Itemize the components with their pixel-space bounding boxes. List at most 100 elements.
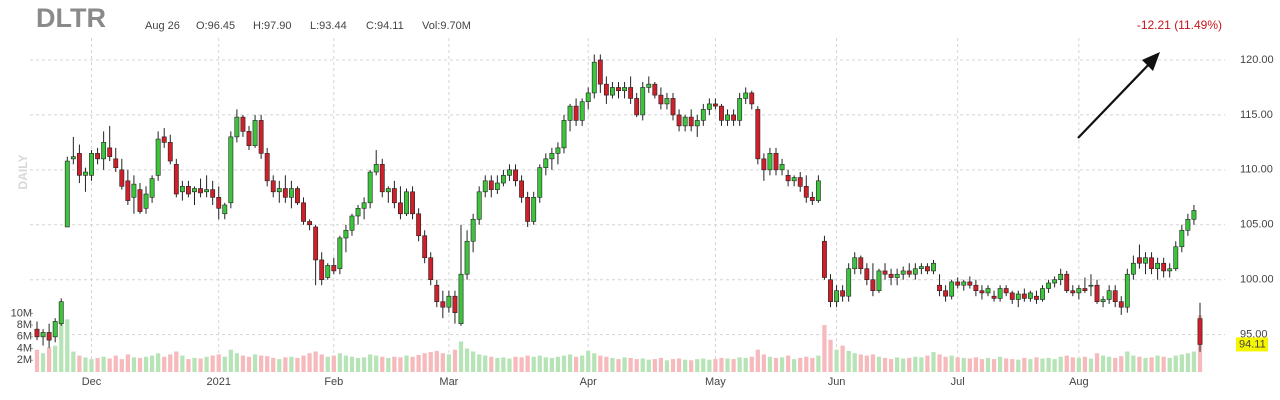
volume-bar: [901, 358, 906, 372]
candle-body: [422, 235, 428, 259]
x-tick-label: Dec: [82, 376, 102, 388]
volume-bar: [471, 351, 476, 372]
y2-tick-label: 6M: [17, 331, 32, 343]
x-tick-label: Aug: [1069, 376, 1089, 388]
volume-bar: [53, 345, 58, 372]
candle-body: [749, 92, 755, 105]
volume-bar: [949, 355, 954, 372]
candle-body: [488, 180, 494, 190]
volume-bar: [1149, 357, 1154, 372]
volume-bar: [265, 356, 270, 372]
candle-body: [603, 83, 609, 96]
volume-bar: [301, 355, 306, 372]
candle-body: [743, 92, 749, 99]
volume-bar: [198, 358, 203, 372]
volume-bar: [846, 350, 851, 372]
candle-body: [961, 281, 967, 286]
candle-body: [785, 175, 791, 182]
candle-body: [840, 290, 846, 297]
candle-body: [822, 240, 827, 278]
volume-bar: [495, 357, 500, 372]
candle-body: [846, 268, 852, 297]
candle-body: [870, 279, 876, 291]
candle-body: [585, 92, 591, 103]
volume-bar: [543, 357, 548, 372]
candle-body: [204, 189, 210, 193]
volume-label: Vol:9.70M: [422, 20, 471, 32]
volume-bar: [658, 357, 664, 372]
candle-body: [452, 295, 458, 313]
candle-body: [34, 328, 40, 338]
candle-body: [101, 142, 107, 160]
candle-body: [628, 87, 634, 99]
last-price-box: [1236, 337, 1268, 352]
candle-body: [355, 207, 361, 217]
volume-bar: [598, 355, 603, 372]
volume-bar: [131, 357, 137, 372]
candle-body: [385, 188, 391, 193]
candle-body: [1046, 282, 1051, 289]
volume-bar: [210, 355, 215, 372]
candle-body: [410, 191, 415, 215]
candle-body: [1130, 262, 1136, 275]
volume-bar: [446, 354, 452, 372]
volume-bar: [634, 359, 639, 372]
candle-body: [688, 116, 694, 127]
volume-bar: [907, 357, 912, 372]
candle-body: [349, 215, 355, 231]
candle-body: [664, 98, 670, 105]
volume-bar: [828, 339, 833, 372]
candle-body: [198, 188, 203, 194]
candle-body: [1034, 295, 1039, 300]
candle-body: [767, 153, 773, 171]
candle-body: [1106, 290, 1112, 300]
volume-bar: [519, 357, 524, 372]
volume-bar: [864, 355, 869, 372]
candle-body: [234, 116, 240, 138]
volume-bar: [331, 355, 336, 372]
volume-bar: [368, 354, 373, 372]
volume-bar: [961, 357, 966, 372]
candle-body: [652, 83, 658, 96]
volume-bar: [1034, 357, 1039, 372]
candle-body: [301, 202, 306, 222]
candle-body: [1191, 210, 1197, 220]
volume-bar: [701, 358, 706, 372]
volume-bar: [925, 355, 930, 372]
candle-body: [573, 105, 579, 121]
candle-body: [610, 87, 615, 96]
volume-bar: [567, 354, 573, 372]
volume-bar: [1107, 356, 1112, 372]
candle-body: [295, 188, 300, 204]
volume-bar: [1179, 354, 1184, 372]
candle-body: [579, 101, 585, 121]
candle-body: [906, 270, 912, 275]
volume-bar: [773, 357, 779, 372]
x-tick-label: Feb: [324, 376, 343, 388]
volume-bar: [1070, 357, 1075, 372]
volume-bar: [816, 355, 821, 372]
volume-bar: [392, 356, 397, 372]
volume-bar: [943, 356, 948, 372]
volume-bar: [1094, 353, 1100, 372]
candle-body: [646, 83, 652, 88]
y-tick-label: 110.00: [1240, 164, 1273, 176]
candle-body: [446, 295, 452, 308]
volume-bar: [979, 359, 985, 372]
volume-bar: [1161, 356, 1166, 372]
volume-bar: [604, 356, 609, 372]
volume-bar: [822, 325, 827, 372]
volume-bar: [683, 359, 688, 372]
x-tick-label: Jul: [951, 376, 965, 388]
candle-body: [918, 266, 924, 270]
volume-bar: [119, 359, 124, 372]
candle-body: [1179, 229, 1185, 248]
volume-bar: [1119, 356, 1124, 372]
candle-body: [58, 301, 64, 324]
volume-bar: [234, 353, 240, 372]
volume-bar: [283, 357, 288, 372]
candle-body: [1015, 293, 1021, 300]
volume-bar: [101, 356, 106, 372]
volume-bar: [240, 355, 246, 372]
volume-bar: [670, 359, 676, 372]
